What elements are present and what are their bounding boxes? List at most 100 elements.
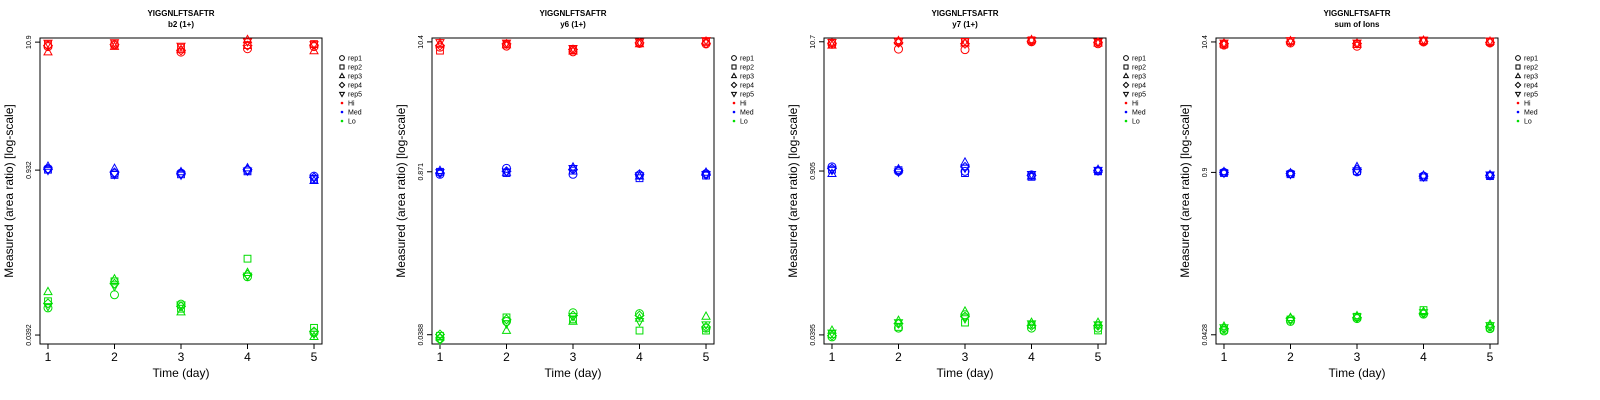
legend-entry-label: rep5 [740,92,754,99]
data-point [109,282,120,292]
x-tick-label: 1 [829,350,836,364]
legend-entry-label: Hi [348,101,355,108]
legend-entry-label: rep3 [740,74,754,81]
data-point [1027,323,1037,333]
data-point [109,171,120,180]
y-tick-label: 10.7 [810,35,817,49]
plot-frame [823,37,1107,345]
y-tick-label: 0.9 [1202,167,1209,177]
x-tick-label: 1 [45,350,52,364]
legend-dot-icon [732,110,736,114]
data-point [501,168,512,178]
data-point [635,309,645,319]
legend: rep1 rep2 rep3 rep4 rep5 Hi Med Lo [338,55,362,126]
data-point [568,316,578,325]
legend: rep1 rep2 rep3 rep4 rep5 Hi Med Lo [1514,55,1538,126]
data-point [634,318,645,327]
data-point [242,272,253,282]
data-point [893,168,904,178]
data-point [1418,309,1429,318]
triangle-down-icon [338,91,346,98]
circle-icon [339,55,345,61]
data-point [309,331,319,340]
data-point [177,304,185,313]
data-point [701,37,711,46]
data-point [109,39,120,49]
x-tick-label: 2 [1287,350,1294,364]
data-point [827,162,837,172]
legend-dot-icon [1124,110,1128,114]
x-tick-label: 1 [1221,350,1228,364]
data-point [701,321,711,331]
data-point [700,38,712,49]
legend-entry-label: rep4 [1524,83,1538,90]
chart-subtitle: sum of Ions [1335,20,1380,29]
y-axis-label: Measured (area ratio) [log-scale] [786,104,800,277]
legend-entry-label: Med [1132,110,1146,117]
triangle-up-icon [1514,72,1522,79]
data-point [1093,323,1103,333]
legend-entry-label: Lo [1132,119,1140,126]
circle-icon [1123,55,1129,61]
data-point [1219,169,1229,179]
circle-icon [731,55,737,61]
triangle-down-icon [1514,91,1522,98]
data-point [435,39,445,48]
data-point [1219,326,1229,336]
legend-dot-icon [1124,119,1128,123]
data-point [501,320,512,330]
legend-entry-label: Hi [740,101,747,108]
y-tick-label: 10.4 [1202,35,1209,49]
legend-entry-label: Lo [1524,119,1532,126]
chart-panel: YIGGNLFTSAFTR y7 (1+) 1 2 3 4 5 Time (day) 0.039… [786,9,1146,380]
data-point [176,44,186,54]
data-point [634,172,645,182]
data-point [1093,166,1103,176]
legend-entry-label: Med [348,110,362,117]
data-point [435,336,445,346]
triangle-up-icon [338,72,346,79]
x-tick-label: 5 [703,350,710,364]
legend-dot-icon [732,119,736,123]
data-point [242,38,253,48]
legend-entry-label: rep1 [740,56,754,63]
legend-entry-label: Lo [740,119,748,126]
legend: rep1 rep2 rep3 rep4 rep5 Hi Med Lo [730,55,754,126]
data-point [1485,37,1495,47]
chart-subtitle: y6 (1+) [560,20,586,29]
data-point [243,254,252,263]
data-point [435,42,445,52]
chart-title: YIGGNLFTSAFTR [931,9,998,18]
data-point [109,273,120,283]
y-tick-label: 0.0392 [26,324,33,346]
data-point [243,44,253,54]
legend-dot-icon [1516,110,1520,114]
data-point [1026,320,1037,330]
x-tick-label: 5 [311,350,318,364]
data-point [1285,167,1296,177]
data-point [42,40,54,51]
diamond-icon [1122,81,1130,89]
legend-entry-label: Hi [1524,101,1531,108]
x-tick-label: 5 [1487,350,1494,364]
data-point [827,168,837,177]
legend-entry-label: rep3 [1132,74,1146,81]
data-point [242,167,253,177]
legend-entry-label: rep1 [348,56,362,63]
data-point [43,286,53,296]
chart-panel: YIGGNLFTSAFTR sum of Ions 1 2 3 4 5 Time (day) 0… [1178,9,1538,380]
data-point [1352,313,1362,323]
legend-entry-label: Med [740,110,754,117]
data-point [827,166,837,176]
data-point [1026,317,1037,326]
x-axis-label: Time (day) [153,366,210,380]
legend-entry-label: Lo [348,119,356,126]
data-point [960,164,970,174]
data-point [1093,38,1103,48]
y-axis-label: Measured (area ratio) [log-scale] [1178,104,1192,277]
data-point [1219,324,1229,333]
x-axis-label: Time (day) [1329,366,1386,380]
data-point [1026,37,1037,46]
data-point [1094,326,1102,335]
